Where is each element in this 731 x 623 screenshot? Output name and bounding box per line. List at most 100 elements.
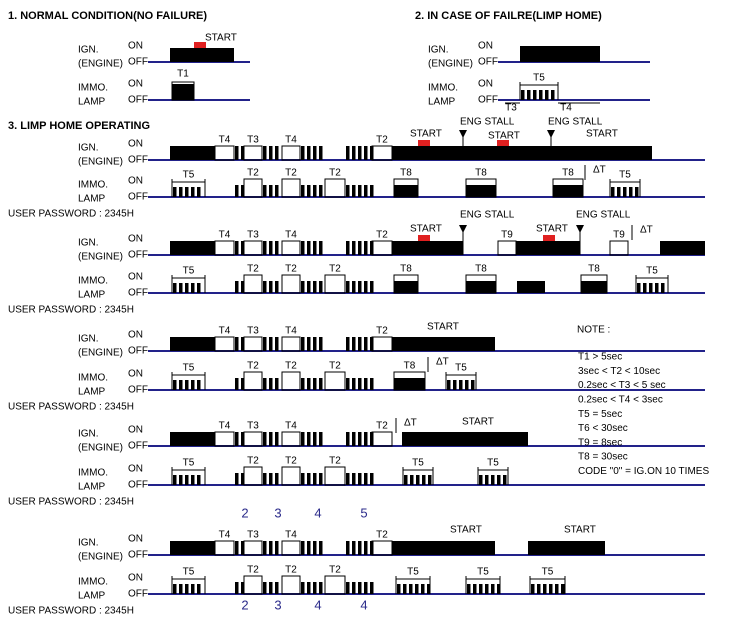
lamp-blink — [465, 380, 469, 390]
event-label: START — [462, 417, 494, 428]
pulse — [352, 281, 356, 293]
lamp-blink — [397, 584, 401, 594]
note-line: T1 > 5sec — [578, 352, 622, 363]
section-title: 3. LIMP HOME OPERATING — [8, 120, 150, 132]
pulse — [346, 541, 350, 555]
lamp-blink — [611, 187, 615, 197]
signal-label: IMMO. — [78, 373, 108, 384]
pulse — [275, 432, 279, 446]
pulse — [275, 281, 279, 293]
high-block — [172, 84, 194, 100]
high-block — [516, 241, 580, 255]
lamp-blink — [503, 475, 507, 485]
time-label: T5 — [412, 458, 424, 469]
pulse — [313, 541, 317, 555]
event-label: START — [586, 129, 618, 140]
note-line: 3sec < T2 < 10sec — [578, 366, 660, 377]
time-label: T4 — [285, 530, 297, 541]
pulse — [358, 146, 362, 160]
lamp-blink — [185, 475, 189, 485]
pulse — [346, 337, 350, 351]
time-label: T3 — [247, 530, 259, 541]
lamp-blink — [545, 90, 549, 100]
pulse — [263, 432, 267, 446]
lamp-blink — [403, 584, 407, 594]
level-label: ON — [128, 330, 143, 341]
lamp-blink — [428, 475, 432, 485]
time-label: T4 — [219, 230, 231, 241]
note-line: T5 = 5sec — [578, 409, 622, 420]
pulse — [301, 432, 305, 446]
pulse — [269, 541, 273, 555]
gap-box — [552, 178, 584, 198]
signal-label: LAMP — [78, 290, 106, 301]
event-label: START — [564, 525, 596, 536]
lamp-blink — [527, 90, 531, 100]
pulse — [346, 378, 350, 390]
time-label: T5 — [407, 567, 419, 578]
pulse — [370, 378, 374, 390]
high-block — [528, 541, 605, 555]
lamp-blink — [427, 584, 431, 594]
pulse — [269, 185, 273, 197]
gap-box — [371, 336, 393, 352]
time-label: T4 — [219, 530, 231, 541]
pulse — [263, 378, 267, 390]
pulse — [275, 378, 279, 390]
time-label: T5 — [183, 363, 195, 374]
lamp-blink — [185, 584, 189, 594]
section-title: 2. IN CASE OF FAILRE(LIMP HOME) — [415, 10, 602, 22]
lamp-blink — [179, 283, 183, 293]
lamp-blink — [447, 380, 451, 390]
gap-box — [393, 178, 419, 198]
time-label: T8 — [400, 168, 412, 179]
time-label: T2 — [329, 168, 341, 179]
gap-box — [243, 575, 263, 595]
high-block — [394, 378, 425, 390]
time-label: T2 — [285, 264, 297, 275]
delta-t: ΔT — [436, 357, 449, 368]
gap-box — [580, 274, 608, 294]
start-marker — [497, 140, 509, 146]
level-label: ON — [128, 534, 143, 545]
lamp-blink — [629, 187, 633, 197]
level-label: OFF — [128, 385, 148, 396]
high-block — [402, 432, 528, 446]
level-label: OFF — [128, 550, 148, 561]
pulse — [358, 432, 362, 446]
gap-box — [609, 240, 629, 256]
pulse — [275, 146, 279, 160]
level-label: ON — [128, 464, 143, 475]
time-label: T5 — [646, 266, 658, 277]
lamp-blink — [179, 380, 183, 390]
stall-marker — [459, 225, 467, 233]
lamp-blink — [185, 380, 189, 390]
note-line: T9 = 8sec — [578, 437, 622, 448]
pulse — [352, 541, 356, 555]
signal-label: (ENGINE) — [78, 157, 123, 168]
signal-label: LAMP — [78, 591, 106, 602]
lamp-blink — [551, 90, 555, 100]
pulse — [370, 281, 374, 293]
pulse — [358, 473, 362, 485]
pulse — [313, 432, 317, 446]
signal-label: (ENGINE) — [78, 59, 123, 70]
lamp-blink — [533, 90, 537, 100]
pulse — [263, 337, 267, 351]
high-block — [394, 185, 418, 197]
stall-marker — [459, 130, 467, 138]
section-title: 1. NORMAL CONDITION(NO FAILURE) — [8, 10, 207, 22]
pulse — [313, 473, 317, 485]
gap-box — [465, 274, 497, 294]
time-label: T5 — [183, 170, 195, 181]
pulse — [319, 432, 323, 446]
code-digit: 4 — [360, 597, 367, 612]
gap-box — [243, 240, 263, 256]
level-label: ON — [128, 41, 143, 52]
pulse — [301, 378, 305, 390]
pulse — [307, 541, 311, 555]
event-label: ENG STALL — [460, 210, 515, 221]
pulse — [352, 337, 356, 351]
pulse — [346, 473, 350, 485]
time-label: T2 — [376, 326, 388, 337]
